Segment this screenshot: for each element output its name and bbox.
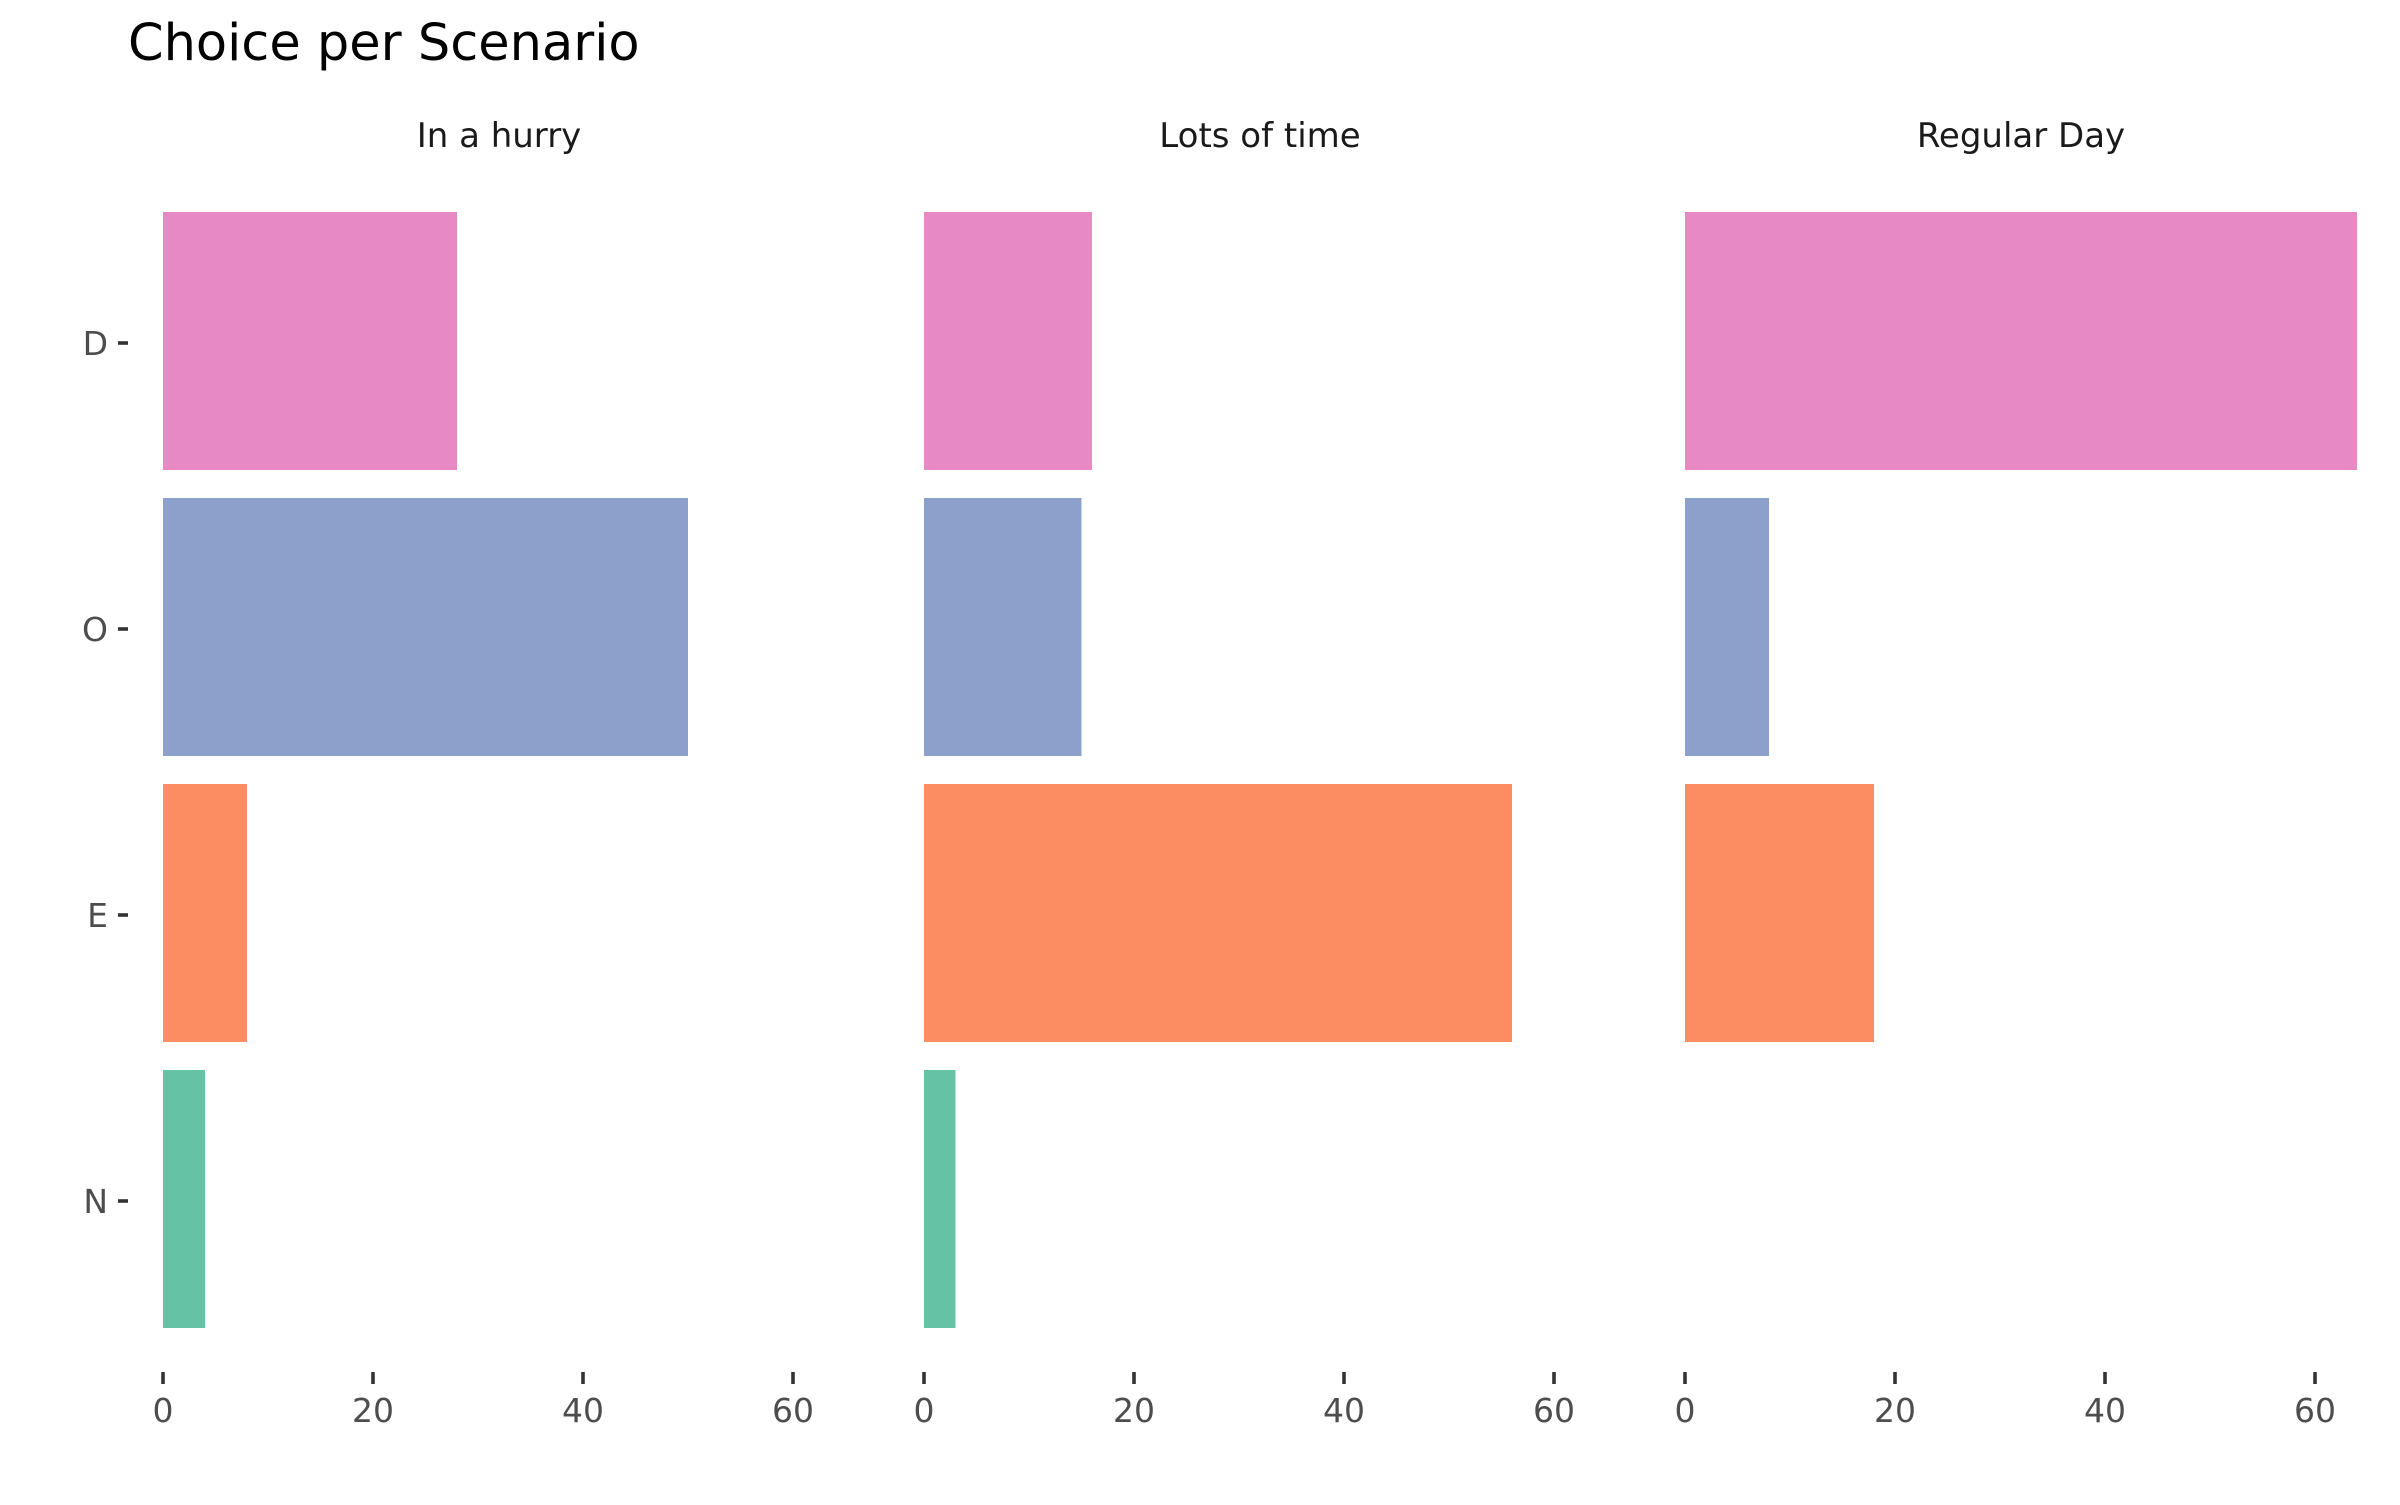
bar-lots-of-time-e <box>924 784 1512 1042</box>
x-tick-label-in-a-hurry-20: 20 <box>352 1391 394 1430</box>
bar-in-a-hurry-n <box>163 1070 205 1328</box>
x-tick-label-lots-of-time-60: 60 <box>1533 1391 1575 1430</box>
bar-in-a-hurry-e <box>163 784 247 1042</box>
bar-lots-of-time-o <box>924 498 1082 756</box>
facet-label-lots-of-time: Lots of time <box>1159 116 1360 156</box>
y-tick-label-d: D <box>83 324 108 363</box>
x-tick-label-lots-of-time-0: 0 <box>914 1391 935 1430</box>
facet-panel-lots-of-time: Lots of time 0 20 40 60 <box>914 116 1576 1430</box>
x-tick-label-in-a-hurry-60: 60 <box>772 1391 814 1430</box>
bar-lots-of-time-n <box>924 1070 956 1328</box>
x-tick-label-regular-day-0: 0 <box>1675 1391 1696 1430</box>
bar-regular-day-o <box>1685 498 1769 756</box>
y-tick-label-e: E <box>87 896 108 935</box>
bar-regular-day-e <box>1685 784 1874 1042</box>
y-tick-label-n: N <box>83 1182 108 1221</box>
x-tick-label-in-a-hurry-0: 0 <box>153 1391 174 1430</box>
facet-label-in-a-hurry: In a hurry <box>417 116 582 156</box>
bar-regular-day-d <box>1685 212 2357 470</box>
bar-in-a-hurry-o <box>163 498 688 756</box>
x-tick-label-lots-of-time-20: 20 <box>1113 1391 1155 1430</box>
x-tick-label-regular-day-40: 40 <box>2084 1391 2126 1430</box>
x-tick-label-in-a-hurry-40: 40 <box>562 1391 604 1430</box>
x-tick-label-lots-of-time-40: 40 <box>1323 1391 1365 1430</box>
y-axis: D O E N <box>82 324 128 1221</box>
x-tick-label-regular-day-60: 60 <box>2294 1391 2336 1430</box>
bar-in-a-hurry-d <box>163 212 457 470</box>
x-tick-label-regular-day-20: 20 <box>1874 1391 1916 1430</box>
facet-panel-in-a-hurry: In a hurry 0 20 40 60 <box>153 116 815 1430</box>
chart-title: Choice per Scenario <box>128 14 640 73</box>
facet-panel-regular-day: Regular Day 0 20 40 60 <box>1675 116 2357 1430</box>
facet-label-regular-day: Regular Day <box>1917 116 2125 156</box>
y-tick-label-o: O <box>82 610 108 649</box>
bar-lots-of-time-d <box>924 212 1092 470</box>
